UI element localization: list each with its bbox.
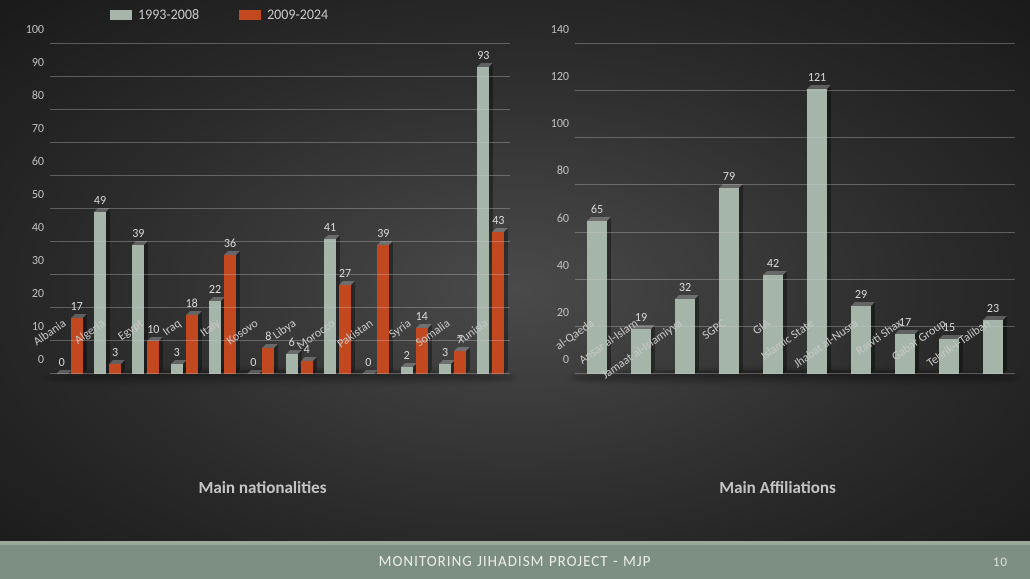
bar-value-label: 36 [215,237,245,251]
bar: 43 [492,232,504,374]
y-tick-label: 70 [10,122,44,136]
y-tick-label: 80 [535,164,569,178]
grid-line [50,274,510,275]
legend-swatch-1 [110,10,132,20]
grid-line [50,43,510,44]
y-tick-label: 50 [10,188,44,202]
grid-line [50,307,510,308]
bar-value-label: 39 [123,227,153,241]
grid-line [575,137,1015,138]
x-labels-right: al-QaedaAnsar al-IslamJamaat al-Islamiyy… [575,374,1015,464]
footer: MONITORING JIHADISM PROJECT - MJP 10 [0,545,1030,579]
y-tick-label: 90 [10,56,44,70]
grid-line [575,279,1015,280]
footer-text: MONITORING JIHADISM PROJECT - MJP [379,553,652,571]
grid-line [50,76,510,77]
grid-line [50,241,510,242]
chart-nationalities: 0174933910318223608644127039214379343 01… [0,34,525,504]
grid-line [50,142,510,143]
bar-value-label: 29 [846,288,876,302]
bars-right: 651932794212129171523 [575,44,1015,374]
y-tick-label: 80 [10,89,44,103]
legend: 1993-2008 2009-2024 [110,6,328,23]
y-tick-label: 30 [10,254,44,268]
chart-affiliations: 651932794212129171523 020406080100120140… [525,34,1030,504]
grid-line [575,90,1015,91]
y-tick-label: 40 [10,221,44,235]
bar-value-label: 42 [758,257,788,271]
grid-line [50,208,510,209]
y-tick-label: 20 [535,306,569,320]
y-tick-label: 60 [10,155,44,169]
legend-label-2: 2009-2024 [267,6,328,23]
legend-item-2: 2009-2024 [239,6,328,23]
plot-area-right: 651932794212129171523 020406080100120140 [575,44,1015,374]
bar-value-label: 23 [978,302,1008,316]
y-tick-label: 140 [535,23,569,37]
grid-line [575,184,1015,185]
bar-value-label: 65 [582,203,612,217]
slide: 1993-2008 2009-2024 01749339103182236086… [0,0,1030,579]
bar-value-label: 41 [315,221,345,235]
bar-value-label: 49 [85,194,115,208]
y-tick-label: 20 [10,287,44,301]
y-tick-label: 100 [10,23,44,37]
grid-line [575,43,1015,44]
bar-value-label: 18 [177,297,207,311]
grid-line [50,175,510,176]
bar-value-label: 79 [714,170,744,184]
legend-swatch-2 [239,10,261,20]
grid-line [575,232,1015,233]
legend-label-1: 1993-2008 [138,6,199,23]
bar: 39 [377,245,389,374]
charts-row: 0174933910318223608644127039214379343 01… [0,34,1030,504]
bar-value-label: 93 [468,49,498,63]
legend-item-1: 1993-2008 [110,6,199,23]
chart-title-right: Main Affiliations [525,477,1030,498]
bar-value-label: 32 [670,281,700,295]
chart-title-left: Main nationalities [0,477,525,498]
bar: 7 [454,351,466,374]
y-tick-label: 60 [535,212,569,226]
y-tick-label: 120 [535,70,569,84]
y-tick-label: 100 [535,117,569,131]
bar-value-label: 39 [368,227,398,241]
x-labels-left: AlbaniaAlgeriaEgyptIraqItalyKosovoLibyaM… [50,374,510,464]
bar-value-label: 121 [802,71,832,85]
bar-value-label: 43 [483,214,513,228]
page-number: 10 [993,555,1008,570]
bar-value-label: 14 [407,310,437,324]
grid-line [50,109,510,110]
y-tick-label: 40 [535,259,569,273]
